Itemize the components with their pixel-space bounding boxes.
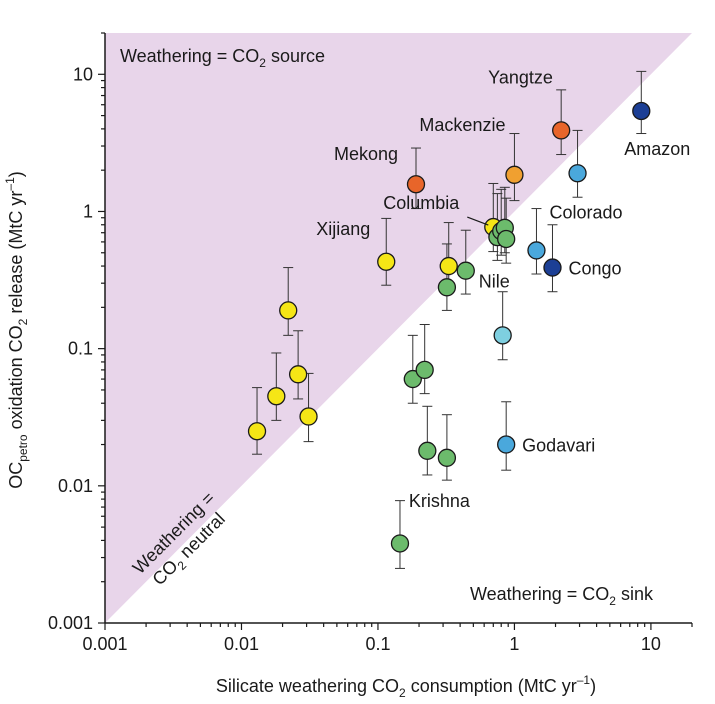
x-tick-label: 0.1 [365,634,390,654]
river-label-xijiang: Xijiang [316,219,370,239]
data-point [568,164,587,183]
point-mekong [406,175,426,194]
x-axis-title: Silicate weathering CO2 consumption (MtC… [216,673,596,700]
columbia-leader-line [467,216,489,226]
point-yangtze [552,121,571,140]
source-region-label: Weathering = CO2 source [120,46,325,70]
point-xijiang [377,252,396,271]
point-nile [456,261,475,280]
river-label-amazon: Amazon [624,139,690,159]
y-tick-label: 0.1 [68,339,93,359]
river-label-columbia: Columbia [383,193,460,213]
y-axis-title: OCpetro oxidation CO2 release (MtC yr–1) [3,171,30,489]
river-labels: Xijiang Columbia Mekong Yangtze Mackenzie Nil… [316,67,690,510]
river-label-colorado: Colorado [549,202,622,222]
axes [104,33,692,624]
data-point [247,422,267,441]
data-point [279,301,298,320]
x-tick-label: 10 [641,634,661,654]
river-label-krishna: Krishna [409,491,471,511]
point-mackenzie [505,165,524,184]
data-points [247,101,651,553]
error-bars [252,70,647,569]
data-point [437,278,457,297]
data-point [415,360,434,380]
river-label-mackenzie: Mackenzie [419,115,505,135]
data-point [418,441,437,460]
data-point [497,229,516,249]
co2-source-region [105,33,692,623]
river-label-yangtze: Yangtze [488,67,553,87]
river-label-mekong: Mekong [334,144,398,164]
y-tick-label: 10 [73,64,93,84]
data-point [267,387,286,406]
river-label-congo: Congo [568,259,621,279]
point-colorado [527,241,546,260]
y-tick-label: 0.01 [58,476,93,496]
point-congo [543,258,562,277]
label-leaders [467,216,489,226]
sink-region-label: Weathering = CO2 sink [470,584,654,608]
data-point [288,365,308,384]
x-tick-label: 0.001 [82,634,127,654]
point-godavari [497,435,516,454]
x-tick-label: 0.01 [224,634,259,654]
data-point [493,326,512,345]
y-tick-label: 1 [83,201,93,221]
y-tick-label: 0.001 [48,613,93,633]
x-tick-label: 1 [509,634,519,654]
river-label-nile: Nile [479,272,510,292]
point-krishna [437,448,457,467]
data-point [390,534,410,553]
data-point [439,256,458,276]
point-amazon [632,101,651,121]
river-label-godavari: Godavari [522,436,595,456]
data-point [299,407,318,426]
